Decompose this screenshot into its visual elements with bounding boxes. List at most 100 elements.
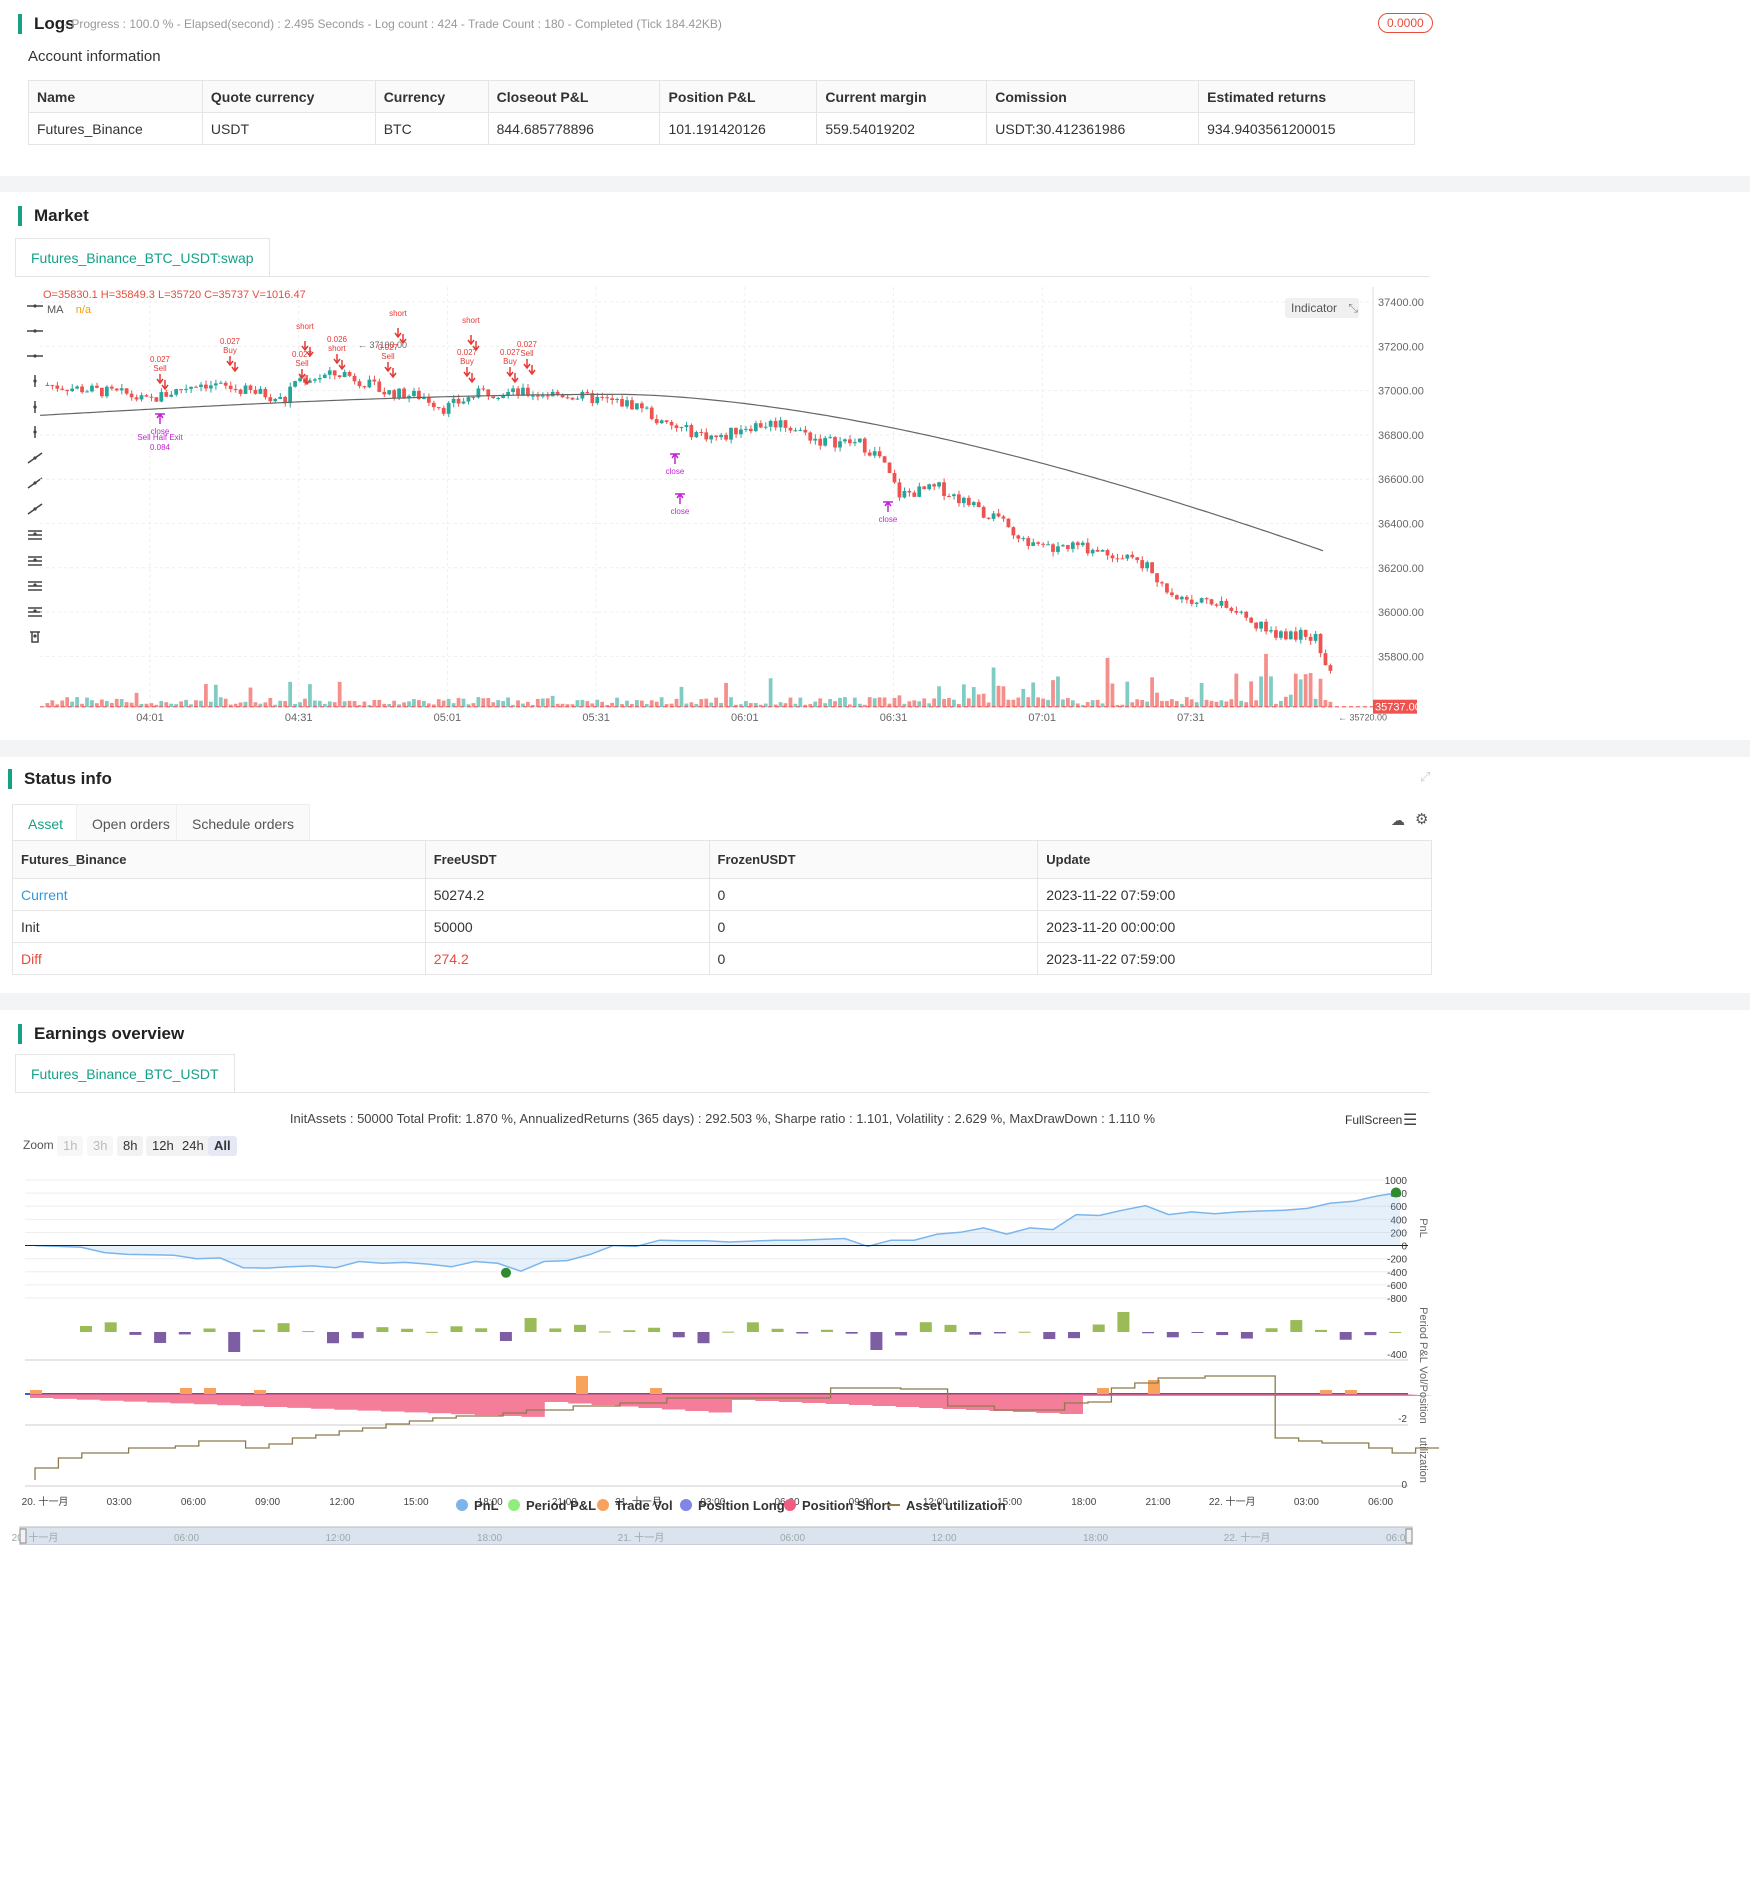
account-cell-1: USDT [201, 112, 376, 145]
gear-icon[interactable]: ⚙ [1415, 811, 1429, 828]
earnings-tab[interactable]: Futures_Binance_BTC_USDT [15, 1054, 235, 1092]
zoom-8h[interactable]: 8h [117, 1136, 144, 1156]
time-tick: 12:00 [923, 1497, 948, 1508]
vseg-tool-icon[interactable] [26, 400, 44, 414]
period-bar [993, 1332, 1006, 1334]
volume-bar [1209, 700, 1214, 707]
ma-label: MA [47, 304, 64, 316]
volume-bar [45, 703, 50, 707]
zoom-24h[interactable]: 24h [176, 1136, 210, 1156]
trade-vol-bar [1320, 1390, 1332, 1394]
period-bar [1191, 1332, 1204, 1333]
candle-body [540, 395, 545, 397]
candle-body [664, 420, 669, 423]
period-bar [203, 1328, 216, 1332]
candle-body [288, 386, 292, 404]
status-title: Status info [8, 769, 112, 789]
ext-tool-icon[interactable] [26, 502, 44, 516]
legend-position-long[interactable]: Position Long [680, 1498, 785, 1513]
volume-bar [877, 697, 882, 707]
legend-pnl[interactable]: PnL [456, 1498, 499, 1513]
candle-body [60, 388, 65, 390]
volume-bar [159, 701, 164, 707]
volume-bar [496, 700, 501, 707]
earnings-chart[interactable]: 10008006004002000-200-400-600-800-400-20… [0, 1160, 1445, 1545]
tab-schedule-orders[interactable]: Schedule orders [176, 804, 310, 842]
volume-bar [957, 703, 961, 707]
candle-body [466, 397, 471, 402]
market-tab[interactable]: Futures_Binance_BTC_USDT:swap [15, 238, 270, 276]
trash-tool-icon[interactable] [26, 629, 44, 643]
volume-bar [1308, 673, 1313, 707]
trade-label: Buy [223, 346, 237, 355]
candle-body [1264, 621, 1268, 632]
menu-icon[interactable]: ☰ [1403, 1112, 1418, 1129]
volume-bar [412, 699, 416, 707]
candle-body [605, 397, 610, 399]
volume-bar [778, 702, 783, 707]
ray-tool-icon[interactable] [26, 476, 44, 490]
candle-body [1288, 631, 1293, 640]
pitch-tool-icon[interactable] [26, 578, 44, 592]
logs-badge[interactable]: 0.0000 [1378, 13, 1433, 33]
volume-bar [243, 701, 248, 707]
volume-bar [1140, 699, 1145, 707]
volume-bar [204, 684, 208, 707]
fib-tool-icon[interactable] [26, 527, 44, 541]
volume-bar [1135, 699, 1140, 707]
candle-body [644, 407, 649, 409]
zoom-all[interactable]: All [208, 1136, 237, 1156]
candle-body [630, 400, 634, 410]
volume-bar [575, 700, 580, 707]
candle-body [1298, 629, 1303, 640]
hext-tool-icon[interactable] [26, 349, 44, 363]
candlestick-chart[interactable]: 37400.00 37200.00 37000.00 36800.00 36600.00… [0, 192, 1440, 740]
channel-tool-icon[interactable] [26, 604, 44, 618]
period-bar [1265, 1328, 1278, 1332]
status-header-1: FreeUSDT [424, 840, 710, 879]
volume-bar [684, 703, 689, 707]
candle-body [45, 385, 50, 386]
zoom-3h[interactable]: 3h [87, 1136, 114, 1156]
trend-tool-icon[interactable] [26, 451, 44, 465]
candle-body [600, 396, 605, 398]
tab-asset[interactable]: Asset [12, 804, 80, 842]
last-price-tag [1373, 699, 1417, 714]
pnl-tick: -400 [1387, 1268, 1407, 1279]
period-bar [845, 1332, 858, 1334]
util-tick: 0 [1401, 1480, 1407, 1491]
volume-bar [144, 703, 149, 707]
parallel-tool-icon[interactable] [26, 553, 44, 567]
legend-period-p-l[interactable]: Period P&L [508, 1498, 596, 1513]
candle-body [1318, 633, 1323, 654]
zoom-12h[interactable]: 12h [146, 1136, 180, 1156]
navigator-handle-right [1405, 1528, 1413, 1544]
hline-tool-icon[interactable] [26, 299, 44, 313]
period-bar [623, 1330, 636, 1332]
legend-trade-vol[interactable]: Trade Vol [597, 1498, 673, 1513]
pnl-tick: 400 [1390, 1215, 1407, 1226]
short-arrow-icon [231, 362, 239, 373]
volume-bar [372, 699, 377, 707]
hray-tool-icon[interactable] [26, 324, 44, 338]
volume-bar [748, 703, 753, 707]
zoom-1h[interactable]: 1h [57, 1136, 84, 1156]
cloud-icon[interactable]: ☁ [1391, 812, 1405, 828]
vray-tool-icon[interactable] [26, 425, 44, 439]
tab-open-orders[interactable]: Open orders [76, 804, 186, 842]
legend-position-short[interactable]: Position Short [784, 1498, 891, 1513]
earnings-section: Earnings overview Futures_Binance_BTC_US… [0, 1010, 1750, 1899]
volume-bar [882, 697, 887, 707]
volume-bar [892, 697, 897, 707]
legend-asset-utilization[interactable]: Asset utilization [888, 1498, 1006, 1513]
candle-body [1036, 542, 1041, 544]
ohlc-readout: O=35830.1 H=35849.3 L=35720 C=35737 V=10… [43, 289, 306, 301]
volume-bar [1189, 699, 1194, 707]
indicator-button[interactable]: Indicator ⤡ [1285, 298, 1359, 318]
fullscreen-icon[interactable]: ⤢ [1420, 769, 1431, 784]
candle-body [308, 380, 312, 383]
candle-body [1070, 542, 1075, 549]
fullscreen-button[interactable]: FullScreen [1345, 1113, 1403, 1127]
vline-tool-icon[interactable] [26, 374, 44, 388]
candle-body [506, 391, 510, 396]
